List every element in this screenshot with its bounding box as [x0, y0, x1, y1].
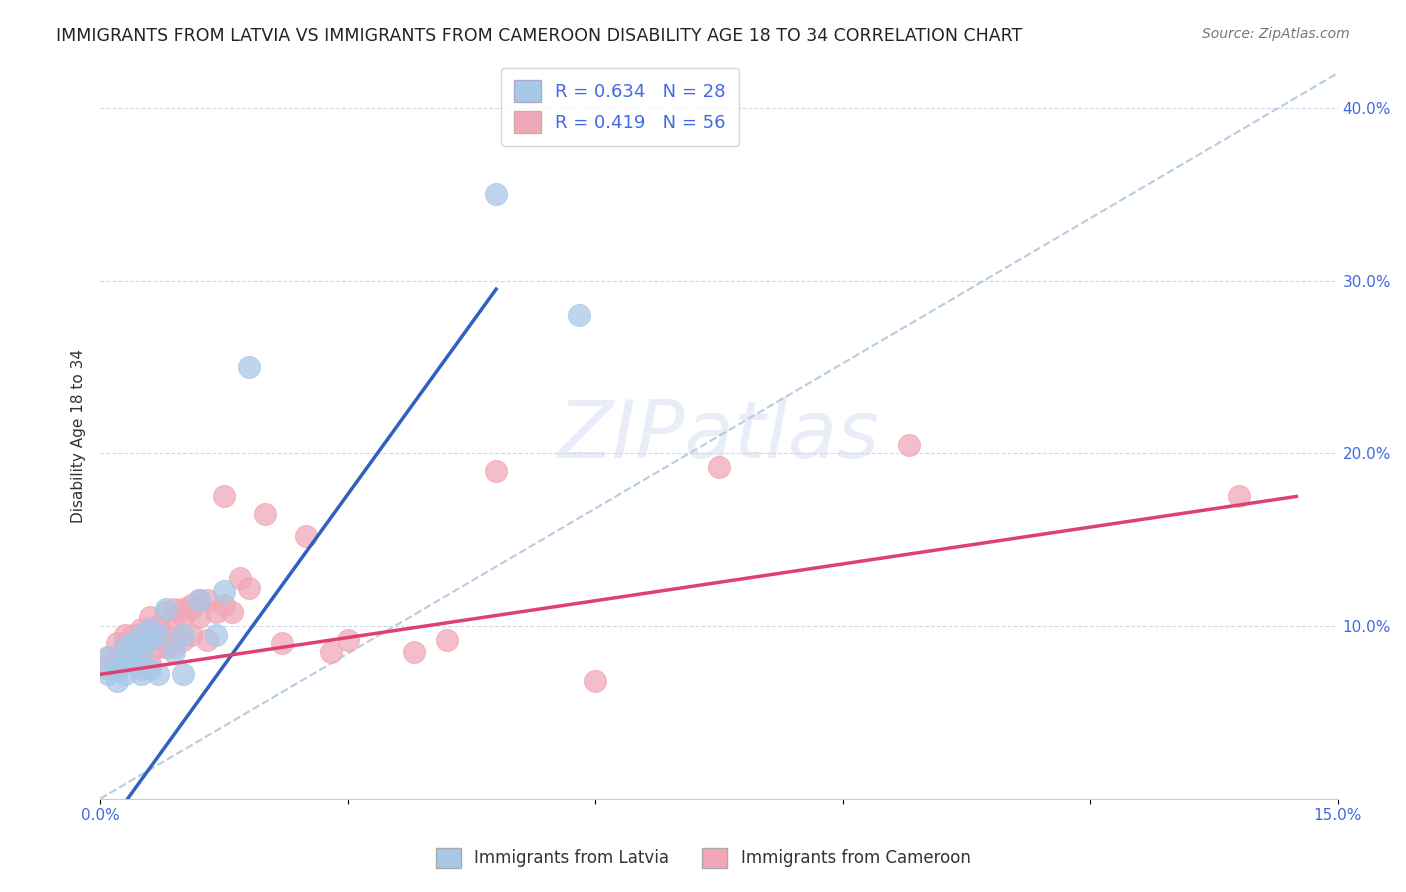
- Point: [180, 599, 202, 613]
- Point: [131, 650, 153, 665]
- Point: [163, 601, 186, 615]
- Point: [122, 654, 145, 668]
- Point: [138, 623, 160, 637]
- Point: [238, 581, 260, 595]
- Point: [1227, 490, 1250, 504]
- Point: [114, 667, 136, 681]
- Text: IMMIGRANTS FROM LATVIA VS IMMIGRANTS FROM CAMEROON DISABILITY AGE 18 TO 34 CORRE: IMMIGRANTS FROM LATVIA VS IMMIGRANTS FRO…: [56, 27, 1022, 45]
- Point: [131, 645, 153, 659]
- Point: [707, 460, 730, 475]
- Point: [321, 645, 343, 659]
- Point: [131, 627, 153, 641]
- Point: [122, 657, 145, 671]
- Point: [105, 662, 128, 676]
- Point: [146, 619, 169, 633]
- Point: [97, 667, 120, 681]
- Point: [195, 593, 218, 607]
- Point: [122, 640, 145, 654]
- Point: [155, 601, 177, 615]
- Point: [163, 619, 186, 633]
- Point: [114, 627, 136, 641]
- Point: [163, 640, 186, 654]
- Point: [105, 650, 128, 665]
- Point: [146, 627, 169, 641]
- Point: [114, 654, 136, 668]
- Point: [221, 605, 243, 619]
- Point: [897, 437, 920, 451]
- Point: [188, 593, 211, 607]
- Point: [172, 667, 194, 681]
- Point: [114, 636, 136, 650]
- Point: [114, 640, 136, 654]
- Point: [188, 610, 211, 624]
- Point: [485, 464, 508, 478]
- Text: ZIPatlas: ZIPatlas: [558, 397, 880, 475]
- Point: [122, 645, 145, 659]
- Point: [172, 610, 194, 624]
- Point: [146, 640, 169, 654]
- Point: [195, 632, 218, 647]
- Point: [146, 667, 169, 681]
- Point: [212, 584, 235, 599]
- Point: [122, 636, 145, 650]
- Point: [138, 632, 160, 647]
- Point: [131, 623, 153, 637]
- Point: [402, 645, 425, 659]
- Point: [270, 636, 292, 650]
- Point: [114, 650, 136, 665]
- Point: [254, 507, 277, 521]
- Point: [163, 645, 186, 659]
- Point: [138, 610, 160, 624]
- Legend: R = 0.634   N = 28, R = 0.419   N = 56: R = 0.634 N = 28, R = 0.419 N = 56: [501, 68, 738, 146]
- Point: [138, 623, 160, 637]
- Point: [212, 490, 235, 504]
- Point: [155, 627, 177, 641]
- Point: [238, 359, 260, 374]
- Point: [188, 593, 211, 607]
- Point: [568, 308, 591, 322]
- Point: [180, 627, 202, 641]
- Point: [138, 662, 160, 676]
- Point: [97, 662, 120, 676]
- Point: [180, 601, 202, 615]
- Point: [131, 662, 153, 676]
- Legend: Immigrants from Latvia, Immigrants from Cameroon: Immigrants from Latvia, Immigrants from …: [429, 841, 977, 875]
- Point: [295, 529, 318, 543]
- Point: [138, 632, 160, 647]
- Point: [131, 667, 153, 681]
- Point: [155, 605, 177, 619]
- Point: [172, 632, 194, 647]
- Point: [485, 187, 508, 202]
- Point: [105, 636, 128, 650]
- Point: [105, 662, 128, 676]
- Point: [146, 627, 169, 641]
- Point: [583, 674, 606, 689]
- Point: [229, 571, 252, 585]
- Point: [122, 627, 145, 641]
- Point: [97, 650, 120, 665]
- Point: [204, 627, 226, 641]
- Point: [97, 650, 120, 665]
- Point: [155, 640, 177, 654]
- Point: [336, 632, 359, 647]
- Point: [138, 657, 160, 671]
- Text: Source: ZipAtlas.com: Source: ZipAtlas.com: [1202, 27, 1350, 41]
- Y-axis label: Disability Age 18 to 34: Disability Age 18 to 34: [72, 349, 86, 523]
- Point: [212, 599, 235, 613]
- Point: [105, 674, 128, 689]
- Point: [204, 605, 226, 619]
- Point: [172, 601, 194, 615]
- Point: [131, 636, 153, 650]
- Point: [172, 627, 194, 641]
- Point: [436, 632, 458, 647]
